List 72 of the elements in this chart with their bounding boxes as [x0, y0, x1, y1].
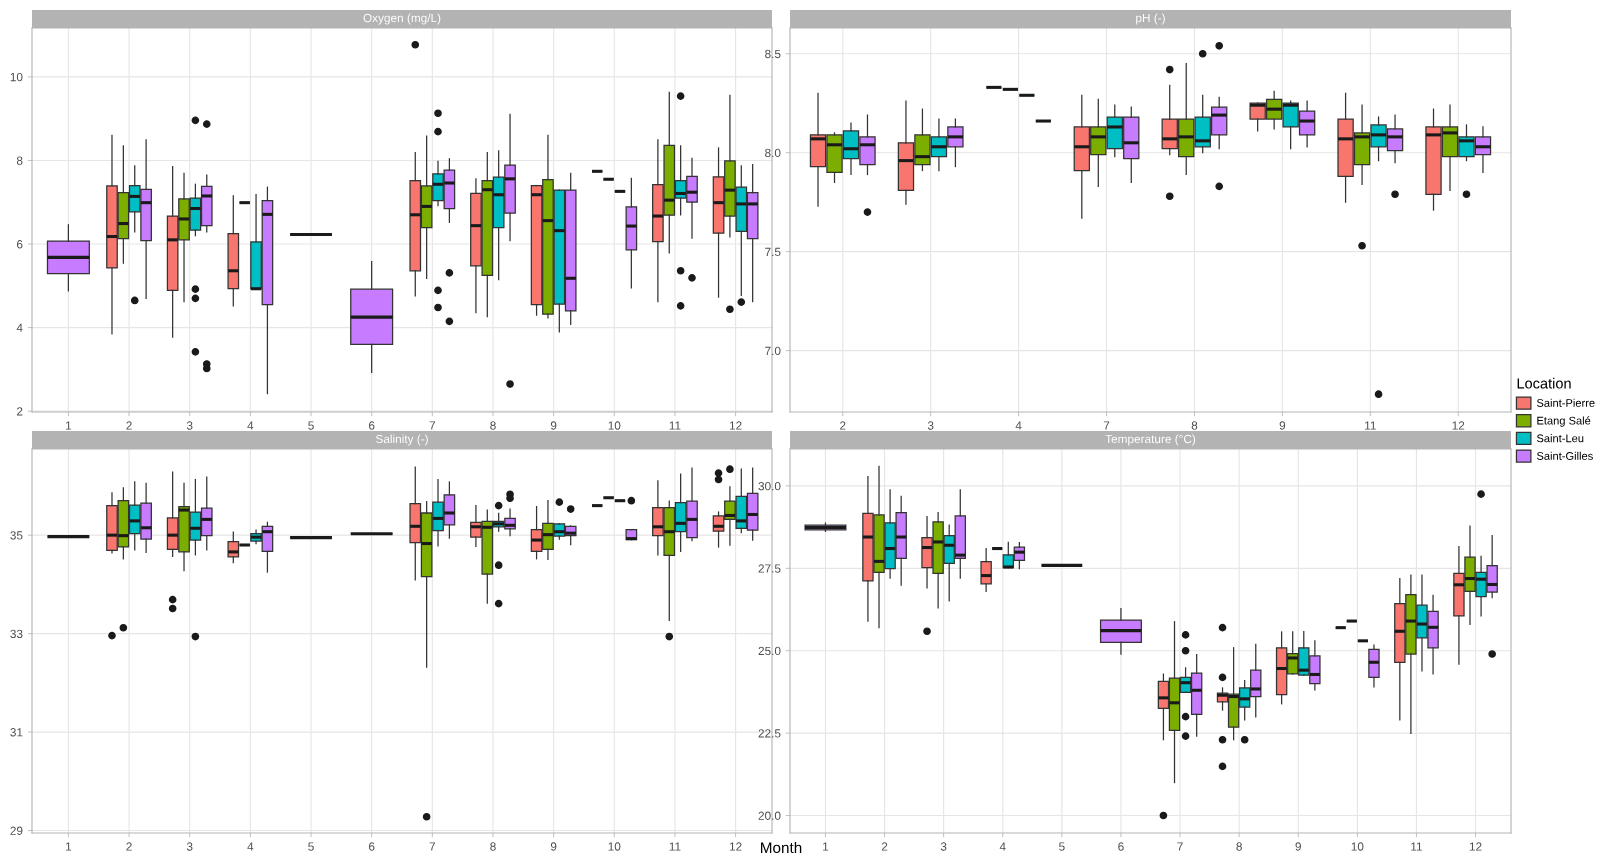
- legend-label: Saint-Pierre: [1536, 398, 1595, 407]
- x-tick-label: 5: [1059, 842, 1065, 851]
- chart-title: Oxygen (mg/L): [363, 13, 441, 25]
- x-tick-label: 7: [429, 421, 436, 430]
- x-tick-label: 1: [66, 421, 72, 430]
- x-tick-label: 1: [823, 842, 829, 851]
- x-tick-label: 2: [126, 421, 132, 430]
- y-tick-label: 2: [17, 407, 23, 416]
- y-tick-label: 35: [10, 531, 23, 540]
- y-tick-label: 7.5: [765, 247, 781, 257]
- x-tick-label: 4: [1015, 421, 1022, 430]
- y-tick-label: 27.5: [758, 564, 781, 573]
- x-tick-label: 8: [490, 421, 496, 430]
- x-tick-label: 2: [126, 842, 132, 851]
- x-tick-label: 4: [999, 842, 1006, 851]
- x-tick-label: 5: [308, 842, 314, 851]
- y-tick-label: 30.0: [758, 481, 781, 491]
- legend-title: Location: [1517, 377, 1571, 389]
- x-tick-label: 12: [729, 421, 742, 430]
- x-tick-label: 2: [840, 421, 846, 430]
- chart-title: pH (-): [1136, 13, 1165, 25]
- y-tick-label: 6: [17, 240, 23, 249]
- x-tick-label: 10: [608, 842, 621, 851]
- x-tick-label: 8: [1236, 842, 1242, 851]
- x-tick-label: 12: [1469, 842, 1482, 851]
- x-tick-label: 8: [490, 842, 496, 851]
- x-tick-label: 9: [550, 842, 557, 851]
- x-tick-label: 11: [1365, 421, 1376, 430]
- x-tick-label: 7: [429, 842, 436, 851]
- x-tick-label: 2: [881, 842, 888, 851]
- x-tick-label: 9: [1279, 421, 1286, 430]
- y-tick-label: 33: [10, 629, 23, 639]
- x-tick-label: 3: [927, 421, 934, 430]
- x-tick-label: 4: [247, 421, 254, 430]
- y-tick-label: 22.5: [758, 729, 781, 738]
- x-tick-label: 6: [368, 842, 375, 851]
- y-tick-label: 8: [16, 156, 23, 165]
- y-tick-label: 29: [10, 826, 23, 835]
- x-tick-label: 7: [1103, 421, 1110, 430]
- x-tick-label: 7: [1177, 842, 1183, 851]
- legend-label: Saint-Gilles: [1536, 451, 1593, 460]
- x-tick-label: 12: [1452, 421, 1465, 430]
- x-tick-label: 5: [308, 421, 314, 430]
- legend-label: Saint-Leu: [1536, 434, 1584, 443]
- x-tick-label: 10: [1351, 842, 1364, 851]
- y-tick-label: 8.5: [765, 49, 781, 59]
- x-tick-label: 11: [1411, 842, 1422, 851]
- x-tick-label: 6: [368, 421, 375, 430]
- x-tick-label: 1: [66, 842, 72, 851]
- x-tick-label: 3: [940, 842, 947, 851]
- x-tick-label: 11: [669, 421, 681, 430]
- y-tick-label: 4: [16, 323, 23, 332]
- y-tick-label: 10: [10, 72, 23, 82]
- y-tick-label: 8.0: [765, 148, 781, 158]
- x-tick-label: 9: [1295, 842, 1301, 851]
- x-tick-label: 3: [186, 842, 193, 851]
- y-tick-label: 20.0: [758, 811, 781, 820]
- x-tick-label: 9: [550, 421, 557, 430]
- x-tick-label: 3: [186, 421, 193, 430]
- chart-title: Temperature (°C): [1105, 434, 1196, 446]
- x-tick-label: 12: [729, 842, 742, 851]
- x-axis-title: Month: [761, 841, 802, 854]
- x-tick-label: 8: [1191, 421, 1198, 430]
- y-tick-label: 31: [10, 728, 23, 737]
- chart-title: Salinity (-): [375, 434, 428, 446]
- x-tick-label: 6: [1118, 842, 1124, 851]
- legend-label: Etang Salé: [1537, 416, 1591, 427]
- y-tick-label: 25.0: [758, 646, 781, 656]
- y-tick-label: 7.0: [765, 346, 781, 356]
- x-tick-label: 4: [247, 842, 254, 851]
- x-tick-label: 10: [608, 421, 621, 430]
- x-tick-label: 11: [669, 842, 681, 851]
